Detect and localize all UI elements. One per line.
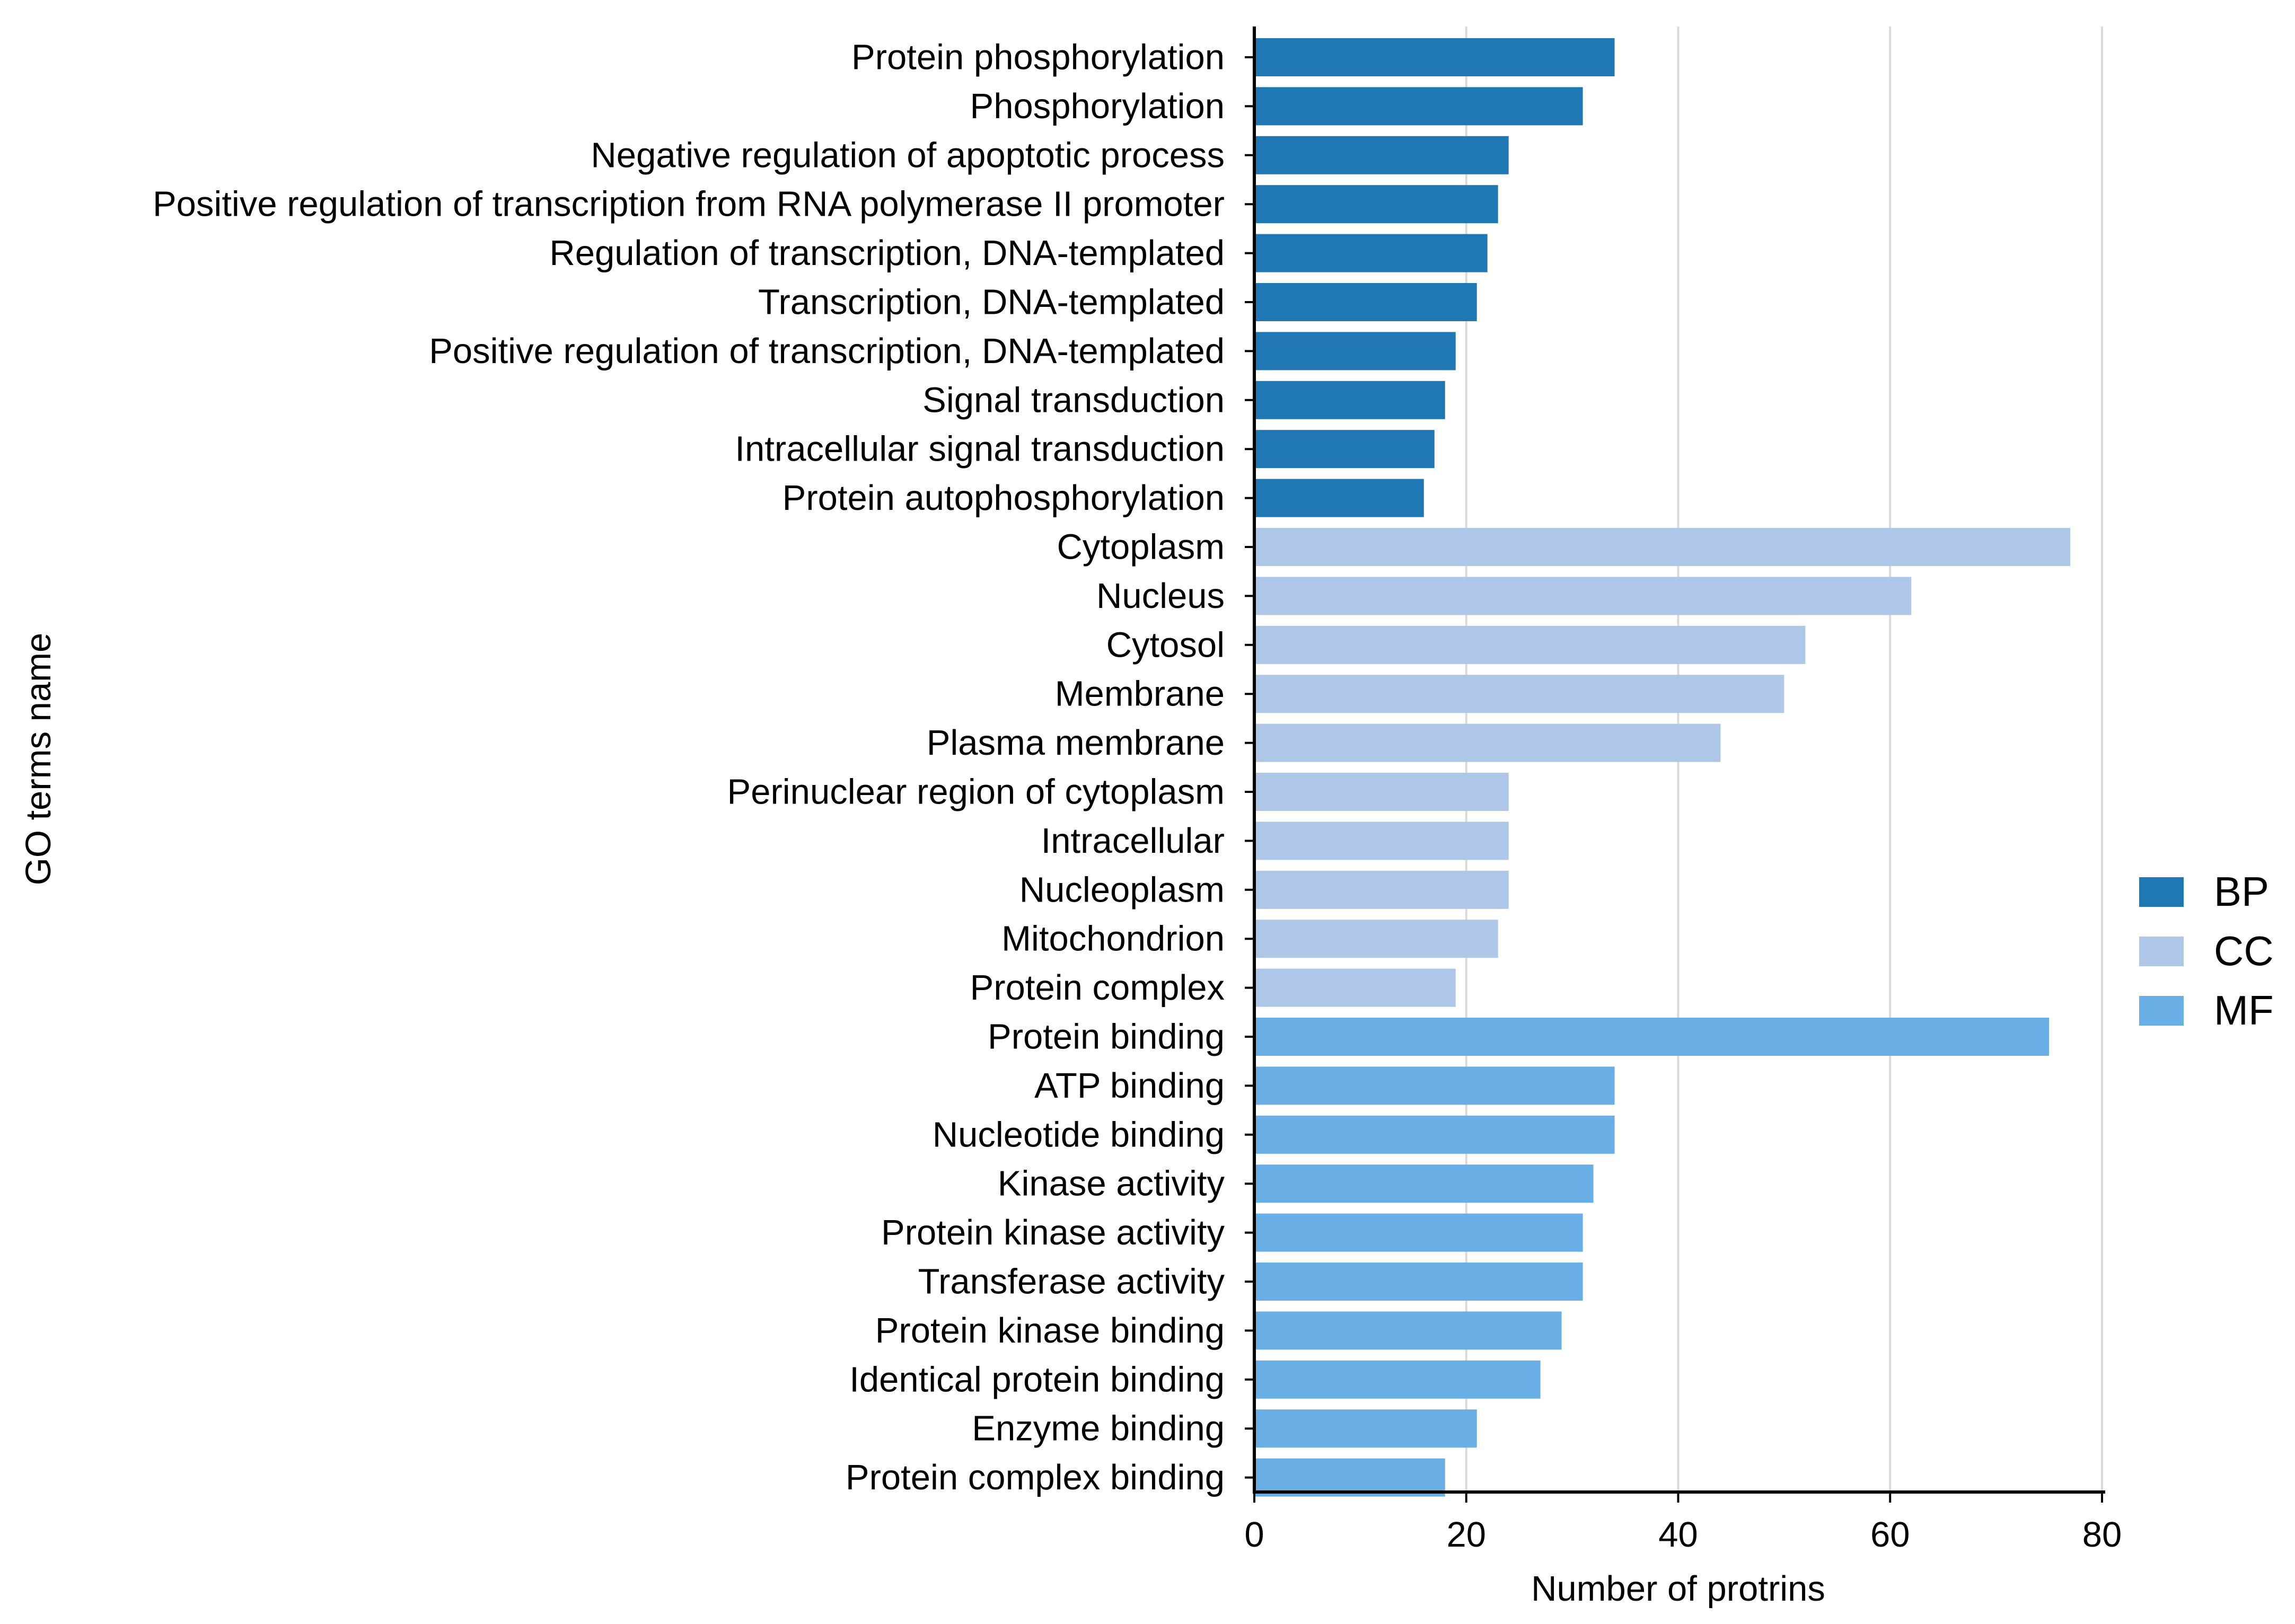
- legend-label-cc: CC: [2214, 928, 2274, 974]
- bar-nucleus: [1254, 577, 1912, 615]
- bar-atp-binding: [1254, 1066, 1615, 1105]
- category-label-kinase-activity: Kinase activity: [998, 1164, 1225, 1204]
- category-label-cytoplasm: Cytoplasm: [1057, 527, 1225, 567]
- y-axis-title: GO terms name: [19, 633, 58, 886]
- bar-transferase-activity: [1254, 1263, 1583, 1301]
- category-label-cytosol: Cytosol: [1106, 625, 1225, 665]
- bar-kinase-activity: [1254, 1164, 1594, 1203]
- bar-positive-regulation-of-transcription-dna-templated: [1254, 332, 1456, 370]
- bar-regulation-of-transcription-dna-templated: [1254, 234, 1488, 272]
- x-tick-label-60: 60: [1870, 1515, 1910, 1555]
- bar-positive-regulation-of-transcription-from-rna-polymerase-ii-promoter: [1254, 185, 1498, 224]
- legend-swatch-bp: [2139, 877, 2184, 907]
- bar-intracellular-signal-transduction: [1254, 430, 1435, 469]
- category-label-positive-regulation-of-transcription-from-rna-polymerase-ii-promoter: Positive regulation of transcription fro…: [153, 184, 1225, 224]
- legend-label-mf: MF: [2214, 987, 2274, 1034]
- bar-plasma-membrane: [1254, 723, 1721, 762]
- x-axis-title: Number of protrins: [1531, 1569, 1825, 1609]
- bar-enzyme-binding: [1254, 1409, 1477, 1448]
- category-label-protein-phosphorylation: Protein phosphorylation: [851, 38, 1225, 77]
- bar-nucleoplasm: [1254, 870, 1509, 909]
- bar-protein-kinase-binding: [1254, 1311, 1562, 1350]
- bar-negative-regulation-of-apoptotic-process: [1254, 136, 1509, 174]
- category-label-nucleus: Nucleus: [1096, 576, 1225, 616]
- axes: [1245, 27, 2105, 1503]
- legend: BP CC MF: [2139, 868, 2274, 1034]
- bar-phosphorylation: [1254, 87, 1583, 126]
- category-label-phosphorylation: Phosphorylation: [970, 86, 1225, 126]
- category-label-identical-protein-binding: Identical protein binding: [849, 1360, 1225, 1399]
- category-label-protein-kinase-activity: Protein kinase activity: [881, 1213, 1225, 1252]
- category-label-positive-regulation-of-transcription-dna-templated: Positive regulation of transcription, DN…: [429, 331, 1225, 371]
- category-label-plasma-membrane: Plasma membrane: [927, 723, 1225, 763]
- category-label-protein-kinase-binding: Protein kinase binding: [875, 1311, 1225, 1351]
- category-label-transferase-activity: Transferase activity: [918, 1262, 1225, 1302]
- bar-protein-complex: [1254, 968, 1456, 1007]
- bars: [1254, 38, 2071, 1497]
- bar-protein-binding: [1254, 1018, 2050, 1056]
- bar-perinuclear-region-of-cytoplasm: [1254, 773, 1509, 811]
- bar-cytosol: [1254, 625, 1806, 664]
- bar-protein-complex-binding: [1254, 1458, 1445, 1497]
- x-tick-label-0: 0: [1244, 1515, 1264, 1555]
- x-tick-labels: 0 20 40 60 80: [1244, 1515, 2122, 1555]
- bar-cytoplasm: [1254, 528, 2071, 566]
- x-tick-label-20: 20: [1446, 1515, 1486, 1555]
- category-labels: Protein phosphorylation Phosphorylation Ne…: [153, 38, 1225, 1498]
- legend-swatch-cc: [2139, 937, 2184, 966]
- category-label-regulation-of-transcription-dna-templated: Regulation of transcription, DNA-templat…: [549, 233, 1225, 273]
- bar-protein-autophosphorylation: [1254, 479, 1424, 517]
- bar-intracellular: [1254, 822, 1509, 860]
- category-label-protein-complex-binding: Protein complex binding: [846, 1458, 1225, 1497]
- category-label-transcription-dna-templated: Transcription, DNA-templated: [758, 283, 1225, 322]
- category-label-mitochondrion: Mitochondrion: [1001, 919, 1225, 959]
- category-label-intracellular-signal-transduction: Intracellular signal transduction: [735, 429, 1225, 469]
- category-label-protein-autophosphorylation: Protein autophosphorylation: [782, 478, 1225, 518]
- bar-membrane: [1254, 675, 1784, 713]
- category-label-negative-regulation-of-apoptotic-process: Negative regulation of apoptotic process: [591, 135, 1225, 175]
- category-label-intracellular: Intracellular: [1041, 821, 1225, 861]
- bar-nucleotide-binding: [1254, 1115, 1615, 1154]
- bar-protein-kinase-activity: [1254, 1213, 1583, 1252]
- category-label-protein-binding: Protein binding: [988, 1017, 1225, 1057]
- bar-mitochondrion: [1254, 920, 1498, 958]
- bar-identical-protein-binding: [1254, 1360, 1541, 1399]
- bar-transcription-dna-templated: [1254, 283, 1477, 321]
- bar-signal-transduction: [1254, 381, 1445, 419]
- category-label-signal-transduction: Signal transduction: [922, 380, 1225, 420]
- x-tick-label-40: 40: [1658, 1515, 1698, 1555]
- category-label-nucleoplasm: Nucleoplasm: [1019, 870, 1225, 910]
- legend-label-bp: BP: [2214, 868, 2269, 915]
- category-label-perinuclear-region-of-cytoplasm: Perinuclear region of cytoplasm: [727, 772, 1225, 812]
- bar-protein-phosphorylation: [1254, 38, 1615, 76]
- category-label-protein-complex: Protein complex: [970, 968, 1225, 1008]
- category-label-nucleotide-binding: Nucleotide binding: [933, 1115, 1225, 1154]
- legend-swatch-mf: [2139, 996, 2184, 1026]
- category-label-membrane: Membrane: [1055, 674, 1225, 714]
- x-tick-label-80: 80: [2082, 1515, 2122, 1555]
- category-label-atp-binding: ATP binding: [1034, 1066, 1225, 1106]
- category-label-enzyme-binding: Enzyme binding: [972, 1409, 1225, 1449]
